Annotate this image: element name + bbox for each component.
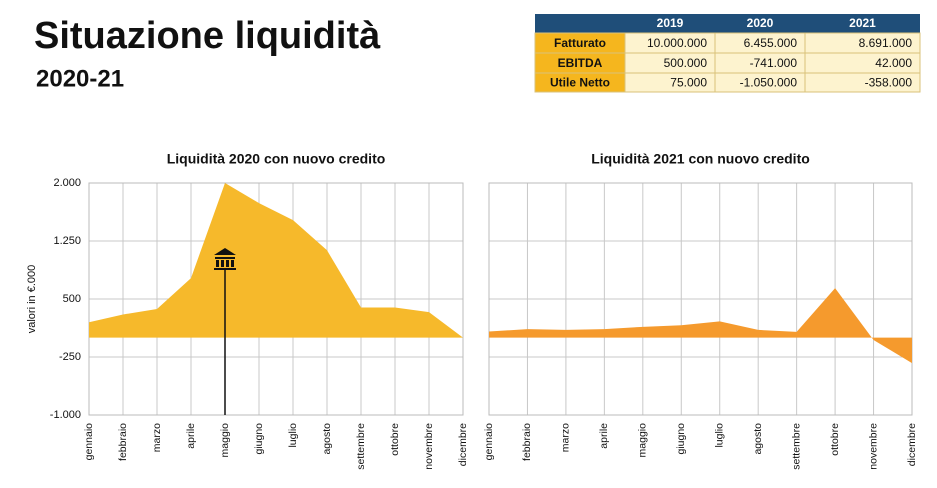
chart-title: Liquidità 2020 con nuovo credito <box>167 151 386 167</box>
x-tick-label: gennaio <box>83 423 95 461</box>
table-cell: 75.000 <box>670 76 707 90</box>
chart-title: Liquidità 2021 con nuovo credito <box>591 151 810 167</box>
row-label: Fatturato <box>554 36 606 50</box>
table-cell: 10.000.000 <box>647 36 707 50</box>
x-tick-label: dicembre <box>906 423 918 466</box>
table-column-header: 2020 <box>747 16 774 30</box>
area <box>489 288 912 364</box>
x-tick-label: febbraio <box>521 423 533 461</box>
area <box>89 183 463 338</box>
x-tick-label: settembre <box>355 423 367 470</box>
plot-frame <box>488 182 913 416</box>
y-tick-label: -250 <box>59 351 81 363</box>
x-tick-label: novembre <box>867 423 879 470</box>
x-tick-label: febbraio <box>117 423 129 461</box>
y-tick-label: 2.000 <box>53 177 81 189</box>
x-tick-label: maggio <box>637 423 649 458</box>
table-cell: 42.000 <box>875 56 912 70</box>
area-chart: Liquidità 2021 con nuovo credito gennaio f… <box>483 151 918 470</box>
table-cell: -1.050.000 <box>740 76 798 90</box>
y-tick-label: 1.250 <box>53 235 81 247</box>
x-tick-label: dicembre <box>457 423 469 466</box>
x-tick-label: settembre <box>790 423 802 470</box>
bank-icon <box>214 248 236 270</box>
charts: Liquidità 2020 con nuovo credito valori i… <box>26 151 918 470</box>
x-tick-label: agosto <box>321 423 333 455</box>
x-tick-label: aprile <box>598 423 610 449</box>
table-cell: -358.000 <box>865 76 913 90</box>
x-tick-label: agosto <box>752 423 764 455</box>
table-cell: 6.455.000 <box>744 36 798 50</box>
x-tick-label: giugno <box>675 423 687 455</box>
x-tick-label: luglio <box>287 423 299 448</box>
x-tick-label: marzo <box>151 423 163 452</box>
table-column-header: 2019 <box>657 16 684 30</box>
x-tick-label: aprile <box>185 423 197 449</box>
table-column-header: 2021 <box>849 16 876 30</box>
x-tick-label: novembre <box>423 423 435 470</box>
x-tick-label: gennaio <box>483 423 495 461</box>
plot-frame <box>88 182 464 416</box>
area-chart: Liquidità 2020 con nuovo credito valori i… <box>26 151 469 470</box>
row-label: Utile Netto <box>550 76 610 90</box>
table-cell: 8.691.000 <box>859 36 913 50</box>
y-axis-label: valori in €.000 <box>26 265 38 334</box>
x-tick-label: maggio <box>219 423 231 458</box>
x-tick-label: ottobre <box>389 423 401 456</box>
slide-subtitle: 2020-21 <box>36 65 124 92</box>
y-tick-label: 500 <box>63 293 81 305</box>
y-tick-label: -1.000 <box>50 409 81 421</box>
x-tick-label: giugno <box>253 423 265 455</box>
x-tick-label: ottobre <box>829 423 841 456</box>
table-cell-bg <box>804 72 921 93</box>
slide-title: Situazione liquidità <box>34 15 381 57</box>
x-tick-label: marzo <box>560 423 572 452</box>
summary-table: 2019 2020 2021 Fatturato 10.000.000 6.455.000… <box>534 14 921 93</box>
row-label: EBITDA <box>558 56 603 70</box>
table-cell: 500.000 <box>664 56 708 70</box>
table-header-bg <box>535 14 920 33</box>
x-tick-label: luglio <box>714 423 726 448</box>
table-cell: -741.000 <box>750 56 798 70</box>
